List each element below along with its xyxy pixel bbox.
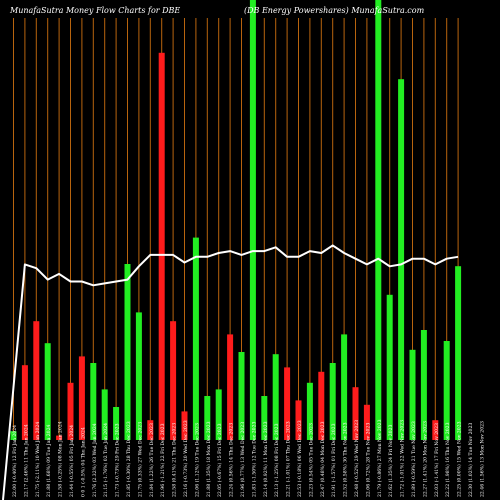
money-flow-bar xyxy=(318,371,325,440)
money-flow-bar xyxy=(113,407,120,440)
x-tick-label: 22.06 (1.12%) 19 Tue Dec 2023 xyxy=(193,423,200,497)
chart-subtitle: (DB Energy Powershares) MunafaSutra.com xyxy=(244,6,425,15)
x-tick-label: 21.85 (-0.30%) 28 Thu Dec 2023 xyxy=(125,421,132,497)
x-tick-label: 21.83 (-1.50%) 12 Tue Dec 2023 xyxy=(250,421,257,497)
money-flow-bar xyxy=(33,321,40,440)
money-flow-bar xyxy=(56,435,63,440)
x-tick-label: 22.14 (0.92%) 11 Mon Dec 2023 xyxy=(262,421,269,497)
money-flow-bar xyxy=(455,266,462,440)
x-tick-label: 22.13 (-1.25%) 08 Fri Dec 2023 xyxy=(273,423,280,497)
x-tick-label: 22.03 (-1.41%) 17 Fri Nov 2023 xyxy=(433,423,440,497)
money-flow-bar xyxy=(238,352,245,440)
x-tick-label: 21.88 (1.35%) 18 Mon Dec 2023 xyxy=(205,421,212,497)
price-line xyxy=(2,244,459,500)
x-tick-label: 22.30 (1.02%) 14 Tue Nov 2023 xyxy=(467,423,474,497)
money-flow-bar xyxy=(386,294,393,440)
money-flow-bar xyxy=(295,400,302,440)
x-tick-label: 21.15 (-1.76%) 02 Tue Jan 2024 xyxy=(102,423,109,497)
x-tick-label: 21.96 (0.77%) 13 Wed Dec 2023 xyxy=(239,422,246,497)
money-flow-bar xyxy=(21,365,28,440)
x-tick-label: 21.96 (-1.21%) 22 Fri Dec 2023 xyxy=(159,423,166,497)
x-tick-label: 22.58 (0.41%) 21 Thu Dec 2023 xyxy=(171,423,178,497)
money-flow-bar xyxy=(375,0,382,440)
x-tick-label: 22.24 (0.56%) 14 Thu Dec 2023 xyxy=(228,423,235,497)
x-tick-label: 22.23 (0.54%) 05 Tue Dec 2023 xyxy=(307,423,314,497)
money-flow-bar xyxy=(192,237,199,440)
bar-series xyxy=(10,0,462,441)
x-tick-label: 22.17 (2.46%) 11 Thu Jan 2024 xyxy=(22,424,29,497)
money-flow-bar xyxy=(67,382,74,440)
money-flow-bar xyxy=(78,356,85,440)
x-tick-label: 21.84 (1.22%) 26 Tue Dec 2023 xyxy=(148,423,155,497)
x-tick-label: 22.52 (0.58%) 30 Thu Nov 2023 xyxy=(342,422,349,497)
x-tick-label: 22.47 (0.48%) 04 Mon Dec 2023 xyxy=(319,421,326,497)
x-tick-label: 0 0 1 (-0.5%) 04 Thu Jan 2024 xyxy=(79,427,86,497)
money-flow-bar xyxy=(181,411,188,440)
x-tick-label: 22.48 (-0.52%) 29 Wed Nov 2023 xyxy=(353,420,360,497)
money-flow-bar xyxy=(10,431,17,440)
money-flow-bar xyxy=(215,389,222,440)
money-flow-bar xyxy=(170,321,177,440)
money-flow-bar xyxy=(443,341,450,440)
money-flow-bar xyxy=(398,79,405,440)
x-tick-label: 22.25 (0.00%) 15 Wed Nov 2023 xyxy=(456,421,463,497)
money-flow-bar xyxy=(124,264,131,440)
x-tick-label: 21.58 (-0.25%) 08 Mon Jan 2024 xyxy=(57,421,64,497)
x-tick-label: 21.62 (1.35%) 24 Fri Nov 2023 xyxy=(387,425,394,497)
x-tick-label: 22.06 (0.72%) 28 Tue Nov 2023 xyxy=(364,423,371,497)
money-flow-bar xyxy=(90,363,97,440)
money-flow-bar xyxy=(249,0,256,440)
x-tick-label: 22.22 (1.98%) 16 Thu Nov 2023 xyxy=(444,422,451,497)
x-tick-label: 21.79 (-0.86%) 27 Mon Nov 2023 xyxy=(376,419,383,497)
x-tick-label: 21.44 (-0.55%) 05 Fri Jan 2024 xyxy=(68,425,75,497)
x-axis-labels: 22.00 (-0.40%) 12 Fri Jan 2024 22.17 (2.4… xyxy=(11,419,485,497)
x-tick-label: 22.16 (-0.73%) 20 Wed Dec 2023 xyxy=(182,420,189,497)
x-tick-label: 21.72 (-1.01%) 22 Wed Nov 2023 xyxy=(399,420,406,497)
x-tick-label: 21.75 (-2.11%) 10 Wed Jan 2024 xyxy=(34,422,41,497)
x-tick-label: 22.46 (1.56%) 13 Mon Nov 2023 xyxy=(478,421,485,497)
money-flow-bar xyxy=(363,404,370,440)
money-flow-bar xyxy=(44,343,51,440)
money-flow-bar xyxy=(329,363,336,440)
money-flow-bar xyxy=(409,349,416,440)
x-tick-label: 21.91 (-1.57%) 01 Fri Dec 2023 xyxy=(330,423,337,497)
money-flow-bar xyxy=(341,334,348,440)
x-tick-label: 21.88 (1.68%) 09 Tue Jan 2024 xyxy=(45,424,52,497)
money-flow-bar xyxy=(261,396,268,440)
money-flow-bar xyxy=(158,52,165,441)
x-tick-label: 22.00 (-0.40%) 12 Fri Jan 2024 xyxy=(11,425,18,497)
x-tick-label: 22.05 (-0.67%) 15 Fri Dec 2023 xyxy=(216,423,223,497)
x-tick-label: 22.53 (-0.18%) 06 Wed Dec 2023 xyxy=(296,420,303,497)
money-flow-bar xyxy=(135,312,142,440)
money-flow-bar xyxy=(272,354,279,440)
x-tick-label: 21.76 (2.32%) 03 Wed Jan 2024 xyxy=(91,423,98,497)
x-tick-label: 22.27 (1.41%) 20 Mon Nov 2023 xyxy=(421,421,428,497)
money-flow-bar xyxy=(101,389,108,440)
x-tick-label: 21.75 (0.33%) 27 Wed Dec 2023 xyxy=(136,422,143,497)
x-tick-label: 21.73 (-0.73%) 29 Fri Dec 2023 xyxy=(114,423,121,497)
money-flow-bar xyxy=(306,382,313,440)
chart-title: MunafaSutra Money Flow Charts for DBE xyxy=(10,6,181,15)
money-flow-bar xyxy=(420,330,427,440)
money-flow-bar xyxy=(284,367,291,440)
money-flow-bar xyxy=(432,420,439,440)
x-tick-label: 22.21 (-1.01%) 07 Thu Dec 2023 xyxy=(285,421,292,497)
money-flow-bar xyxy=(227,334,234,440)
price-line-series xyxy=(2,244,459,500)
x-tick-label: 21.89 (-0.59%) 21 Tue Nov 2023 xyxy=(410,421,417,497)
money-flow-bar xyxy=(147,420,154,440)
money-flow-bar xyxy=(204,396,211,440)
money-flow-bar xyxy=(352,387,359,440)
